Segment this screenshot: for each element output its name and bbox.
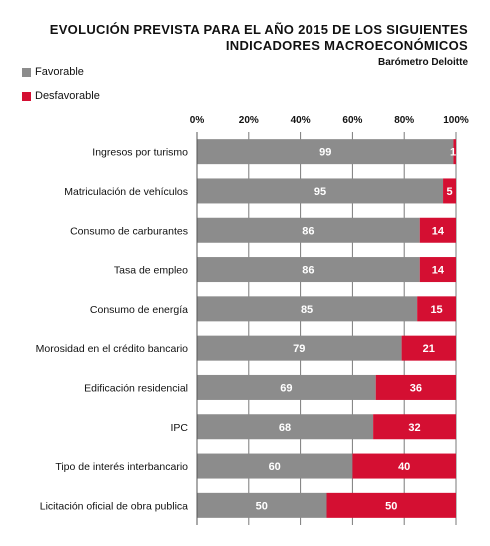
category-label: Matriculación de vehículos <box>64 186 188 198</box>
category-label: Consumo de energía <box>90 304 188 316</box>
data-label-desfavorable: 50 <box>385 500 397 512</box>
bar-desfavorable <box>419 257 456 283</box>
category-label: Morosidad en el crédito bancario <box>36 343 188 355</box>
x-tick-label: 0% <box>190 115 205 126</box>
bar-desfavorable <box>419 217 456 243</box>
bar-favorable <box>197 296 418 322</box>
category-label: Licitación oficial de obra publica <box>40 500 188 512</box>
data-label-desfavorable: 21 <box>423 343 435 355</box>
legend-item-favorable: Favorable <box>22 66 84 78</box>
legend-swatch-desfavorable <box>22 91 31 101</box>
chart-title-line-1: EVOLUCIÓN PREVISTA PARA EL AÑO 2015 DE L… <box>49 22 468 37</box>
data-label-desfavorable: 14 <box>432 265 445 277</box>
bar-favorable <box>197 374 376 400</box>
category-label: Ingresos por turismo <box>92 147 188 159</box>
data-label-desfavorable: 15 <box>430 304 442 316</box>
chart-title-line-2: INDICADORES MACROECONÓMICOS <box>225 38 468 53</box>
bar-desfavorable <box>326 492 456 518</box>
data-label-favorable: 68 <box>279 422 291 434</box>
data-label-desfavorable: 5 <box>446 186 452 198</box>
x-tick-label: 100% <box>443 115 469 126</box>
category-label: Edificación residencial <box>84 382 188 394</box>
bar-favorable <box>197 492 327 518</box>
chart-subtitle: Barómetro Deloitte <box>377 57 468 68</box>
bar-favorable <box>197 217 420 243</box>
bar-favorable <box>197 178 444 204</box>
x-tick-label: 60% <box>342 115 362 126</box>
bar-desfavorable <box>401 335 456 361</box>
data-label-favorable: 86 <box>302 265 314 277</box>
data-label-favorable: 79 <box>293 343 305 355</box>
data-label-favorable: 85 <box>301 304 313 316</box>
data-label-favorable: 86 <box>302 225 314 237</box>
bar-favorable <box>197 257 420 283</box>
data-label-favorable: 69 <box>280 382 292 394</box>
bar-favorable <box>197 414 374 440</box>
x-tick-label: 20% <box>239 115 259 126</box>
legend-swatch-favorable <box>22 67 31 77</box>
x-tick-label: 40% <box>291 115 311 126</box>
bar-favorable <box>197 139 454 165</box>
bar-favorable <box>197 335 402 361</box>
bar-desfavorable <box>453 139 456 165</box>
bar-desfavorable <box>375 374 456 400</box>
data-label-favorable: 60 <box>269 461 281 473</box>
data-label-desfavorable: 32 <box>408 422 420 434</box>
legend-item-desfavorable: Desfavorable <box>22 90 100 102</box>
x-tick-label: 80% <box>394 115 414 126</box>
data-label-favorable: 50 <box>256 500 268 512</box>
data-label-desfavorable: 36 <box>410 382 422 394</box>
bar-desfavorable <box>443 178 456 204</box>
category-label: Tipo de interés interbancario <box>55 461 188 473</box>
data-label-desfavorable: 14 <box>432 225 445 237</box>
bar-favorable <box>197 453 353 479</box>
data-label-favorable: 99 <box>319 147 331 159</box>
category-label: IPC <box>170 422 188 434</box>
bar-desfavorable <box>373 414 456 440</box>
category-label: Consumo de carburantes <box>70 225 188 237</box>
bar-desfavorable <box>352 453 456 479</box>
data-label-desfavorable: 1 <box>450 147 456 159</box>
data-label-desfavorable: 40 <box>398 461 410 473</box>
bar-desfavorable <box>417 296 456 322</box>
legend-label-favorable: Favorable <box>35 66 84 78</box>
category-label: Tasa de empleo <box>114 265 188 277</box>
data-label-favorable: 95 <box>314 186 326 198</box>
legend-label-desfavorable: Desfavorable <box>35 90 100 102</box>
